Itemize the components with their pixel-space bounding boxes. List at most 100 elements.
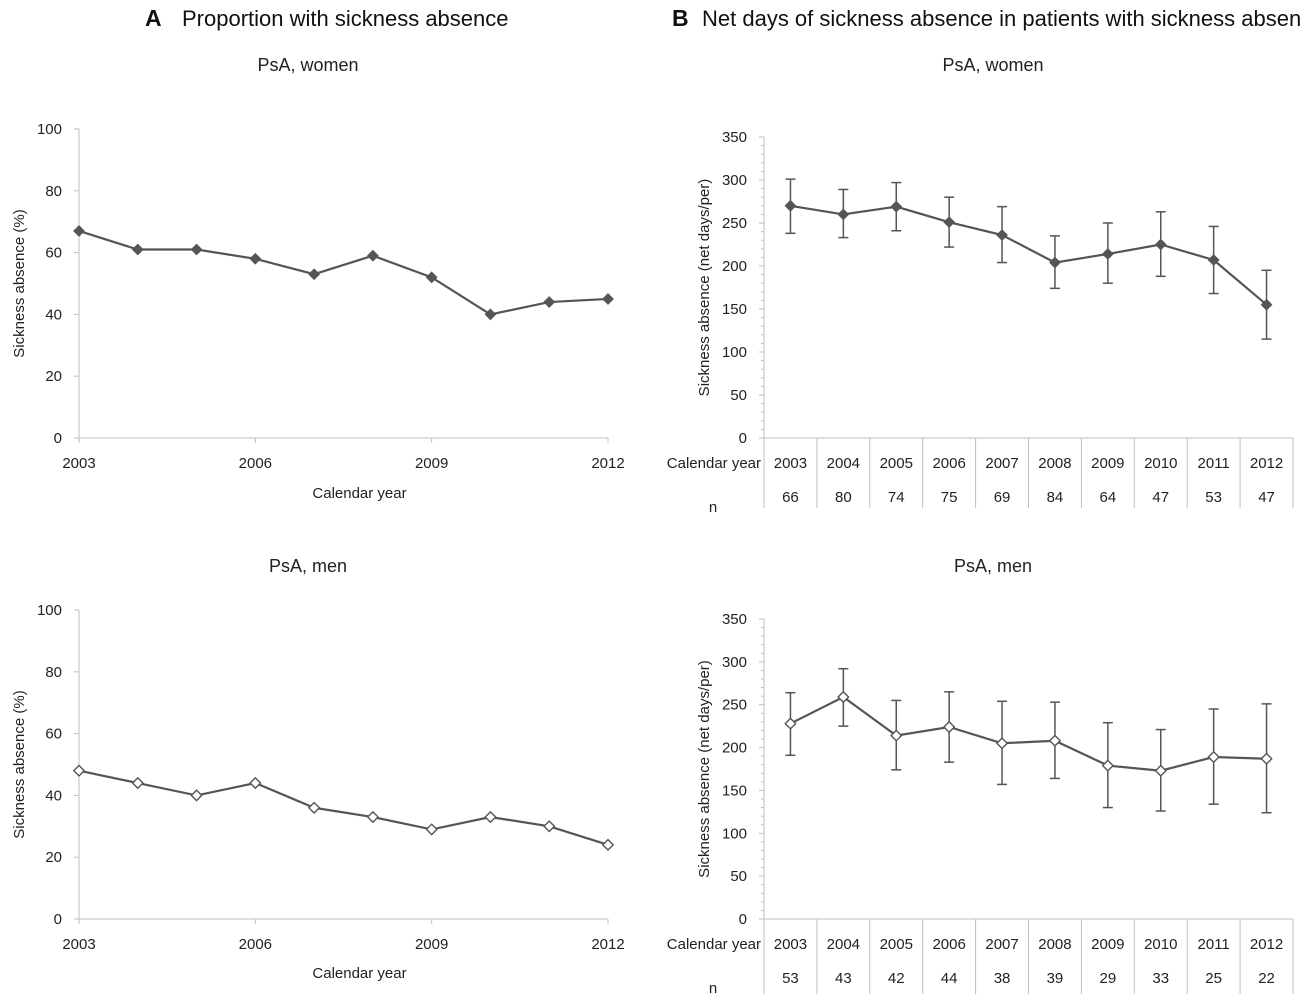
- data-point-filled: [1260, 298, 1273, 311]
- data-point-filled: [425, 271, 438, 284]
- n-value: 80: [835, 489, 852, 506]
- data-point-open: [484, 810, 497, 824]
- data-point-open: [1154, 764, 1167, 777]
- x-tick-label: 2010: [1144, 455, 1177, 472]
- chart-a-men: PsA, men 0 20 40 60 80 100 Sickness absence (%)…: [11, 556, 625, 982]
- chart-title: PsA, men: [269, 556, 347, 576]
- data-point-open: [837, 690, 850, 704]
- n-value: 53: [782, 970, 799, 987]
- n-value: 22: [1258, 970, 1275, 987]
- data-point-open: [1048, 734, 1062, 747]
- chart-b-women: PsA, women 0 50 100 150 200 250 300 350 Sickness …: [667, 55, 1294, 516]
- y-tick-label: 80: [45, 183, 62, 200]
- x-tick-label: 2012: [1250, 455, 1283, 472]
- data-point-filled: [73, 225, 85, 237]
- n-value: 69: [994, 489, 1011, 506]
- data-point-filled: [484, 308, 497, 321]
- data-point-filled: [1154, 238, 1167, 251]
- x-axis-label: Calendar year: [667, 455, 761, 472]
- y-axis-label: Sickness absence (%): [11, 209, 28, 357]
- x-tick-label: 2003: [774, 936, 807, 953]
- y-tick-label: 100: [722, 344, 747, 361]
- y-tick-label: 300: [722, 172, 747, 189]
- y-axis-label: Sickness absence (%): [11, 690, 28, 838]
- data-point-open: [307, 801, 321, 814]
- data-point-filled: [1101, 248, 1114, 260]
- x-tick-label: 2009: [1091, 455, 1124, 472]
- n-value: 47: [1152, 489, 1169, 506]
- y-tick-label: 150: [722, 782, 747, 799]
- data-point-open: [366, 810, 380, 824]
- data-point-open: [1207, 750, 1220, 764]
- y-tick-label: 350: [722, 129, 747, 146]
- x-axis-label: Calendar year: [312, 965, 406, 982]
- data-point-open: [425, 823, 438, 836]
- y-tick-label: 100: [37, 121, 62, 138]
- x-tick-label: 2006: [239, 936, 272, 953]
- n-value: 43: [835, 970, 852, 987]
- data-point-filled: [1207, 254, 1220, 266]
- x-tick-label: 2012: [591, 455, 624, 472]
- data-point-filled: [996, 229, 1008, 241]
- x-axis-label: Calendar year: [667, 936, 761, 953]
- x-tick-label: 2011: [1198, 455, 1230, 472]
- x-tick-label: 2012: [591, 936, 624, 953]
- x-tick-label: 2012: [1250, 936, 1283, 953]
- y-tick-label: 50: [730, 868, 747, 885]
- data-point-filled: [602, 293, 614, 305]
- n-value: 66: [782, 489, 799, 506]
- x-tick-label: 2011: [1198, 936, 1230, 953]
- n-value: 39: [1047, 970, 1064, 987]
- data-point-filled: [190, 243, 203, 256]
- heading-a-text: Proportion with sickness absence: [182, 6, 509, 31]
- n-value: 47: [1258, 489, 1275, 506]
- heading-b-letter: B: [672, 5, 689, 31]
- data-point-open: [131, 776, 144, 790]
- y-tick-label: 60: [45, 245, 62, 262]
- series-line: [790, 204, 1268, 306]
- data-point-open: [190, 789, 203, 802]
- data-point-open: [1101, 759, 1115, 772]
- x-tick-label: 2005: [880, 936, 913, 953]
- x-tick-label: 2009: [415, 455, 448, 472]
- y-tick-label: 20: [45, 849, 62, 866]
- data-point-filled: [784, 199, 797, 212]
- x-tick-label: 2009: [1091, 936, 1124, 953]
- n-value: 84: [1047, 489, 1064, 506]
- n-row-label: n: [709, 980, 717, 994]
- x-tick-label: 2007: [985, 936, 1018, 953]
- x-tick-label: 2007: [985, 455, 1018, 472]
- y-tick-label: 300: [722, 654, 747, 671]
- x-tick-label: 2008: [1038, 455, 1071, 472]
- y-tick-label: 60: [45, 726, 62, 743]
- x-tick-label: 2005: [880, 455, 913, 472]
- x-tick-label: 2006: [239, 455, 272, 472]
- x-tick-label: 2003: [774, 455, 807, 472]
- y-tick-label: 350: [722, 611, 747, 628]
- series-line: [78, 229, 609, 316]
- n-row-label: n: [709, 499, 717, 516]
- data-point-open: [249, 776, 262, 790]
- data-point-open: [942, 720, 956, 734]
- n-value: 38: [994, 970, 1011, 987]
- x-tick-label: 2009: [415, 936, 448, 953]
- heading-b-text: Net days of sickness absence in patients…: [702, 6, 1300, 31]
- chart-title: PsA, women: [257, 55, 358, 75]
- x-tick-label: 2006: [932, 936, 965, 953]
- data-point-filled: [131, 243, 144, 256]
- heading-a-letter: A: [145, 5, 162, 31]
- y-tick-label: 250: [722, 215, 747, 232]
- data-point-filled: [308, 268, 321, 281]
- y-tick-label: 0: [54, 430, 62, 447]
- series-line: [78, 769, 609, 846]
- y-tick-label: 0: [54, 911, 62, 928]
- n-value: 64: [1100, 489, 1117, 506]
- data-point-open: [601, 838, 615, 852]
- data-point-filled: [943, 216, 956, 229]
- n-value: 42: [888, 970, 905, 987]
- data-point-filled: [366, 249, 379, 262]
- chart-a-women: PsA, women 0 20 40 60 80 100 Sickness absence (…: [11, 55, 625, 502]
- x-tick-label: 2003: [62, 936, 95, 953]
- x-tick-label: 2008: [1038, 936, 1071, 953]
